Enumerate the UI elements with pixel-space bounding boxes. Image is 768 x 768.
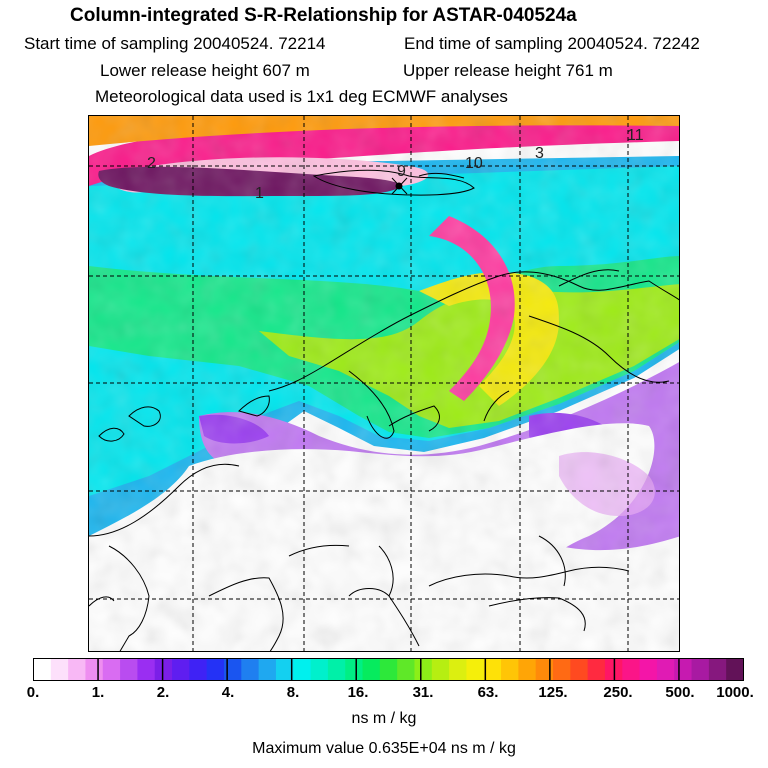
- contour-label-2: 2: [147, 155, 156, 172]
- legend-tick-500: 500.: [665, 684, 695, 701]
- legend-cell: [137, 658, 156, 681]
- legend-cell: [414, 658, 433, 681]
- legend-cell: [172, 658, 190, 681]
- legend-cell: [223, 658, 242, 681]
- legend-cell: [189, 658, 208, 681]
- upper-height-text: Upper release height 761 m: [403, 61, 613, 80]
- legend-cell: [310, 658, 329, 681]
- end-time-text: End time of sampling 20040524. 72242: [404, 34, 700, 53]
- legend-dividers: [97, 658, 680, 681]
- legend-cell: [691, 658, 710, 681]
- legend-cell: [656, 658, 675, 681]
- legend-tick-2: 2.: [156, 684, 170, 701]
- legend-tick-16: 16.: [347, 684, 369, 701]
- legend-cell: [535, 658, 554, 681]
- legend-tick-0: 0.: [26, 684, 40, 701]
- legend-cell: [102, 658, 121, 681]
- field-texture: [89, 116, 679, 651]
- legend-cells: [33, 658, 744, 681]
- legend-cell: [379, 658, 398, 681]
- legend-tick-1000: 1000.: [716, 684, 754, 701]
- legend-cell: [639, 658, 658, 681]
- sr-field-map: 2 1 9 10 3 11: [89, 116, 679, 651]
- legend-cell: [553, 658, 571, 681]
- legend-cell: [587, 658, 606, 681]
- legend-cell: [570, 658, 589, 681]
- legend-tick-4: 4.: [221, 684, 235, 701]
- grid-lines: [89, 116, 679, 651]
- contour-label-1: 1: [255, 185, 264, 202]
- met-data-text: Meteorological data used is 1x1 deg ECMW…: [95, 87, 508, 106]
- legend-cell: [708, 658, 727, 681]
- legend-cell: [518, 658, 537, 681]
- legend-tick-250: 250.: [603, 684, 633, 701]
- legend-cell: [258, 658, 277, 681]
- legend-frame: [33, 658, 744, 681]
- legend-cell: [466, 658, 485, 681]
- plot-title: Column-integrated S-R-Relationship for A…: [70, 5, 577, 26]
- legend-cell: [293, 658, 312, 681]
- legend-cell: [275, 658, 294, 681]
- legend-cell: [501, 658, 519, 681]
- legend-cell: [483, 658, 502, 681]
- legend-cell: [327, 658, 346, 681]
- legend-tick-1: 1.: [91, 684, 105, 701]
- legend-cell: [120, 658, 138, 681]
- legend-cell: [431, 658, 450, 681]
- legend-cell: [50, 658, 69, 681]
- legend-tick-8: 8.: [286, 684, 300, 701]
- legend-cell: [345, 658, 364, 681]
- legend-cell: [362, 658, 381, 681]
- legend-cell: [622, 658, 641, 681]
- color-legend-bar: [33, 658, 744, 681]
- legend-cell: [154, 658, 173, 681]
- legend-tick-63: 63.: [477, 684, 499, 701]
- legend-cell: [68, 658, 86, 681]
- legend-cell: [449, 658, 467, 681]
- legend-cell: [241, 658, 260, 681]
- legend-units: ns m / kg: [351, 710, 417, 727]
- contour-label-10: 10: [465, 155, 483, 172]
- release-site-marker: [391, 177, 408, 195]
- lower-height-text: Lower release height 607 m: [100, 61, 310, 80]
- legend-cell: [33, 658, 52, 681]
- contour-label-3: 3: [535, 145, 544, 162]
- legend-cell: [674, 658, 693, 681]
- start-time-text: Start time of sampling 20040524. 72214: [24, 34, 326, 53]
- map-panel: 2 1 9 10 3 11: [88, 115, 680, 652]
- legend-cell: [726, 658, 744, 681]
- maximum-value-text: Maximum value 0.635E+04 ns m / kg: [252, 740, 516, 757]
- legend-cell: [85, 658, 104, 681]
- legend-cell: [206, 658, 225, 681]
- legend-tick-125: 125.: [538, 684, 568, 701]
- contour-label-11: 11: [627, 127, 644, 144]
- contour-label-9: 9: [397, 163, 406, 180]
- legend-tick-31: 31.: [412, 684, 434, 701]
- legend-cell: [397, 658, 415, 681]
